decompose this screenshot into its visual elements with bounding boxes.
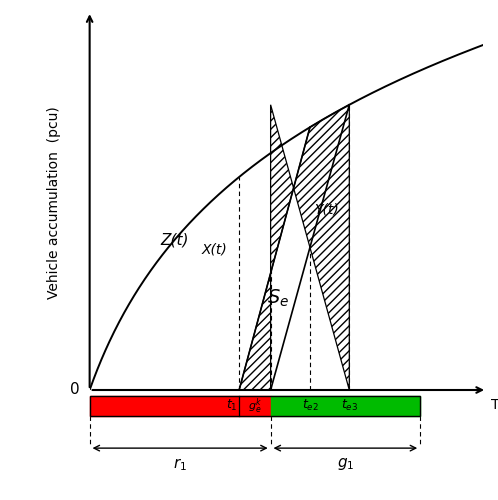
Text: Vehicle accumulation  (pcu): Vehicle accumulation (pcu): [47, 106, 61, 299]
Text: $t_{e3}$: $t_{e3}$: [341, 398, 358, 413]
Text: 0: 0: [70, 382, 80, 398]
Text: $r_1$: $r_1$: [173, 456, 187, 473]
Text: Time (s): Time (s): [491, 398, 498, 411]
Text: Y(t): Y(t): [314, 202, 339, 216]
Polygon shape: [239, 105, 349, 390]
Bar: [270, 396, 420, 416]
Text: $g_1$: $g_1$: [337, 456, 354, 472]
Text: Z(t): Z(t): [160, 232, 189, 247]
Text: $t_1$: $t_1$: [226, 398, 237, 413]
Text: $g_e^k$: $g_e^k$: [248, 396, 262, 415]
Text: $\boldsymbol{S_e}$: $\boldsymbol{S_e}$: [267, 288, 289, 308]
Bar: [90, 396, 270, 416]
Text: X(t): X(t): [202, 242, 227, 256]
Bar: [90, 396, 420, 416]
Text: $t_{e2}$: $t_{e2}$: [301, 398, 318, 413]
